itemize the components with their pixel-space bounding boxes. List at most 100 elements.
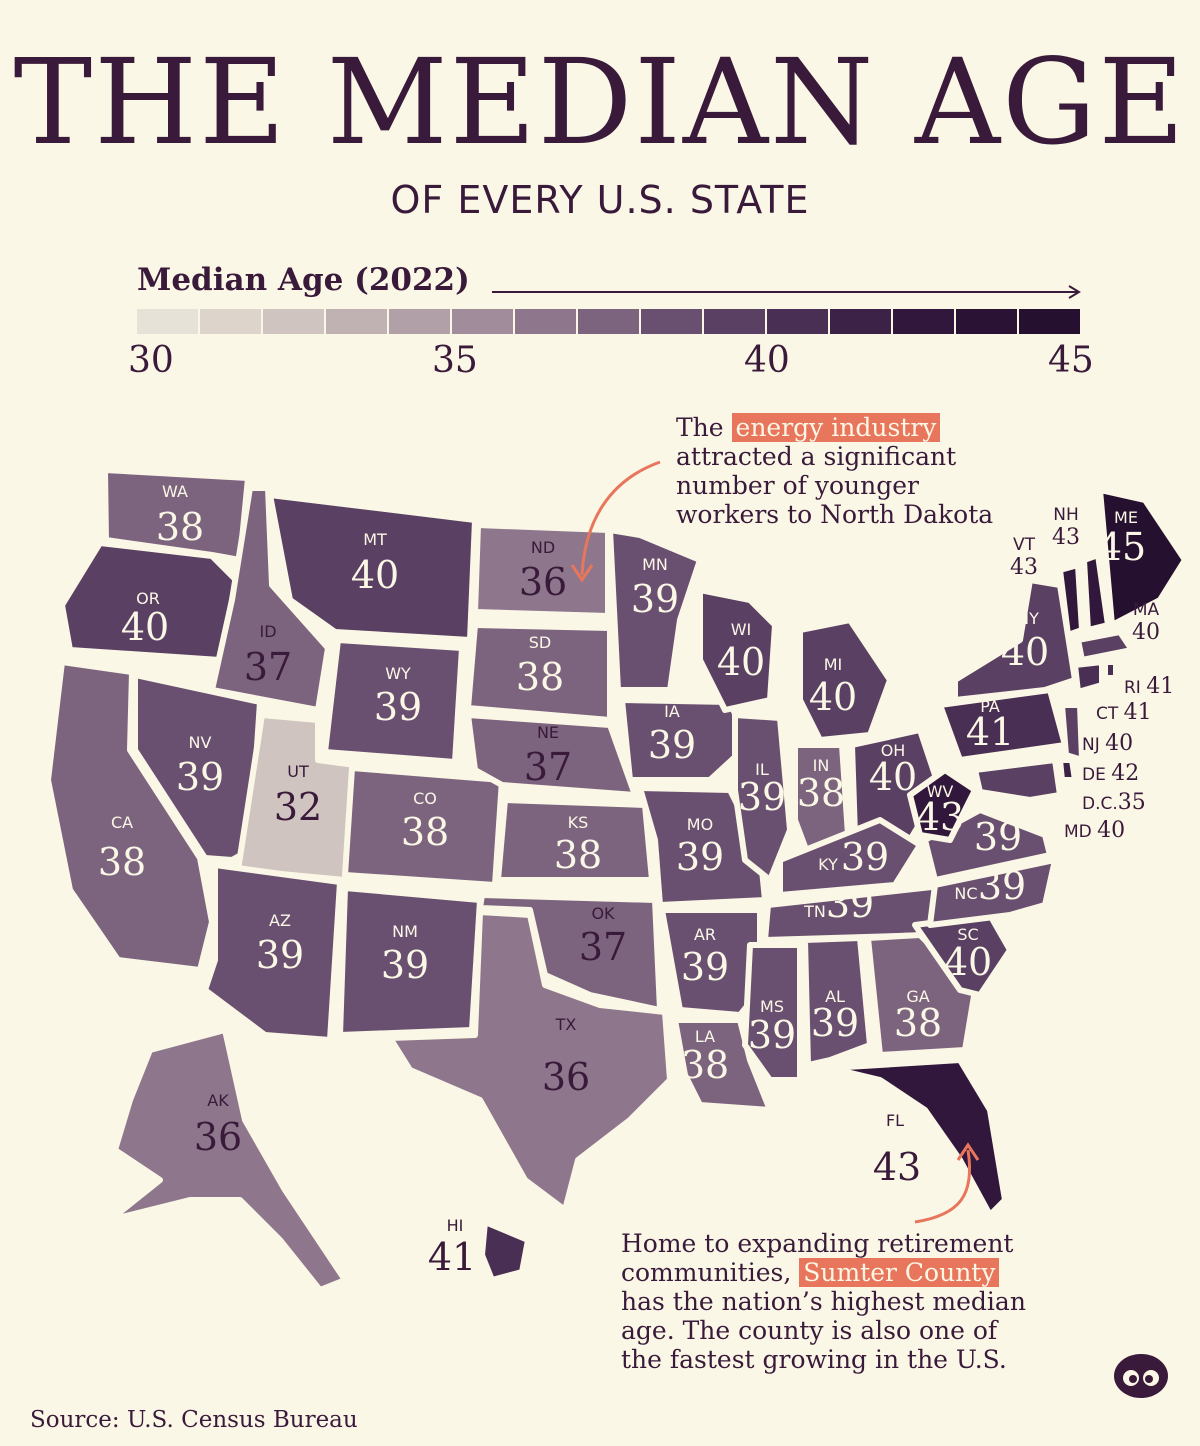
state-fl — [827, 1057, 1008, 1218]
legend-swatch — [137, 309, 198, 334]
state-code-nd: ND — [531, 538, 555, 557]
state-label-de: DE 42 — [1082, 761, 1139, 786]
state-code-nh: NH — [1053, 505, 1079, 525]
state-value-mn: 39 — [631, 577, 679, 621]
state-code-tn: TN — [803, 902, 826, 921]
state-code-nc: NC — [954, 884, 977, 903]
state-value-sc: 40 — [944, 940, 992, 984]
state-value-ne: 37 — [524, 745, 572, 789]
legend-swatch — [893, 309, 954, 334]
state-value-pa: 41 — [966, 710, 1014, 754]
state-code-ct: CT — [1096, 704, 1119, 724]
publisher-logo-icon — [1114, 1354, 1168, 1398]
page-subtitle: OF EVERY U.S. STATE — [390, 178, 810, 222]
state-value-ar: 39 — [681, 945, 729, 989]
state-mi — [797, 617, 893, 743]
state-value-ak: 36 — [194, 1115, 242, 1159]
page-title: THE MEDIAN AGE — [13, 33, 1187, 171]
legend-swatch — [956, 309, 1017, 334]
state-id — [209, 485, 331, 713]
state-value-mi: 40 — [809, 675, 857, 719]
state-value-dc: 35 — [1117, 790, 1146, 815]
state-code-de: DE — [1082, 765, 1106, 785]
legend-swatch — [704, 309, 765, 334]
state-code-fl: FL — [886, 1111, 904, 1130]
state-value-wa: 38 — [156, 505, 204, 549]
state-ne — [465, 712, 638, 798]
state-az — [202, 862, 343, 1043]
state-ak — [107, 1027, 348, 1293]
state-code-co: CO — [413, 789, 437, 808]
state-mo — [637, 785, 768, 908]
state-nj — [1059, 702, 1085, 763]
state-code-wa: WA — [162, 482, 188, 501]
state-code-md: MD — [1064, 822, 1092, 842]
state-value-mt: 40 — [351, 553, 399, 597]
state-code-al: AL — [825, 987, 845, 1006]
state-value-ms: 39 — [748, 1013, 796, 1057]
state-value-ut: 32 — [274, 785, 322, 829]
state-code-ne: NE — [537, 723, 559, 742]
state-ia — [619, 697, 751, 783]
state-value-tn: 39 — [826, 882, 874, 926]
state-code-hi: HI — [447, 1216, 464, 1235]
state-ok — [477, 892, 663, 1013]
state-code-vt: VT — [1012, 535, 1035, 555]
state-code-mt: MT — [363, 530, 387, 549]
state-value-ri: 41 — [1146, 674, 1175, 699]
state-nm — [337, 885, 483, 1038]
state-vt — [1057, 562, 1085, 638]
annotation-nd-post: attracted a significant number of younge… — [676, 442, 994, 529]
state-nc — [927, 857, 1058, 928]
legend-color-bar — [137, 309, 1082, 334]
state-value-nh: 43 — [1052, 525, 1080, 550]
state-value-wv: 43 — [916, 795, 964, 839]
state-label-nh: NH 43 — [1052, 505, 1080, 550]
legend-swatch — [515, 309, 576, 334]
state-value-mo: 39 — [676, 835, 724, 879]
state-ca — [45, 659, 215, 973]
state-sd — [465, 622, 613, 723]
legend-title: Median Age (2022) — [137, 262, 470, 298]
state-la — [672, 1017, 773, 1113]
state-value-me: 45 — [1098, 525, 1146, 569]
state-value-vt: 43 — [1010, 555, 1038, 580]
state-code-in: IN — [813, 756, 830, 775]
state-de — [1057, 757, 1078, 783]
state-code-ny: NY — [1017, 609, 1039, 628]
state-code-il: IL — [755, 760, 769, 779]
state-value-nv: 39 — [176, 755, 224, 799]
legend-swatch — [1019, 309, 1080, 334]
state-ks — [495, 797, 655, 883]
state-value-ks: 38 — [554, 833, 602, 877]
state-value-or: 40 — [121, 605, 169, 649]
legend-tick-40: 40 — [744, 340, 790, 381]
legend-swatch — [641, 309, 702, 334]
state-code-az: AZ — [269, 911, 291, 930]
legend-arrow-icon — [492, 285, 1081, 299]
state-value-nj: 40 — [1105, 731, 1134, 756]
state-md — [972, 757, 1063, 803]
nd-arrow-head — [570, 564, 594, 583]
state-value-ca: 38 — [98, 840, 146, 884]
state-value-nm: 39 — [381, 943, 429, 987]
annotation-nd-highlight: energy industry — [731, 413, 941, 442]
state-code-ut: UT — [287, 762, 309, 781]
state-value-wy: 39 — [374, 685, 422, 729]
state-code-ga: GA — [906, 987, 929, 1006]
state-nh — [1081, 552, 1111, 633]
state-mn — [607, 527, 703, 693]
state-code-sc: SC — [957, 925, 978, 944]
state-value-tx: 36 — [542, 1055, 590, 1099]
state-label-nj: NJ 40 — [1082, 731, 1133, 756]
annotation-north-dakota: The energy industry attracted a signific… — [676, 413, 996, 529]
fl-arrow-head — [956, 1142, 980, 1161]
legend-tick-35: 35 — [432, 340, 478, 381]
legend-swatch — [452, 309, 513, 334]
state-value-ma: 40 — [1132, 620, 1160, 645]
state-il — [732, 712, 793, 883]
state-al — [802, 935, 873, 1068]
state-code-nv: NV — [189, 733, 212, 752]
state-code-nm: NM — [392, 922, 418, 941]
legend-swatch — [578, 309, 639, 334]
